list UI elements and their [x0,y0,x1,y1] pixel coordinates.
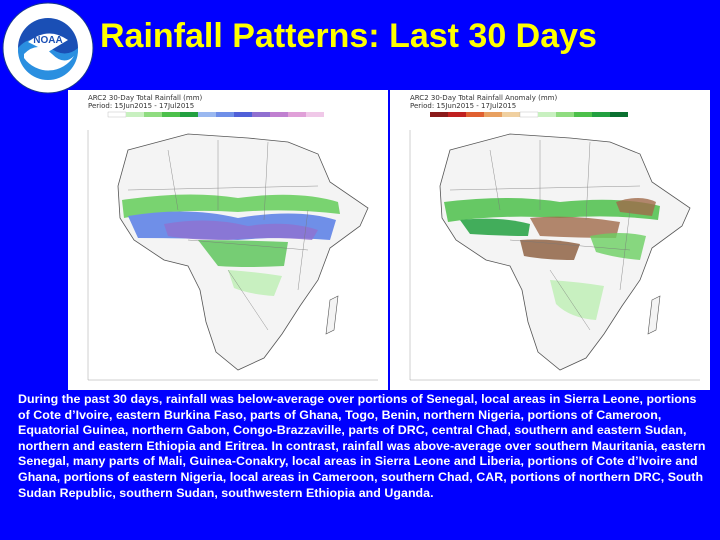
total-legend-bar [107,111,324,118]
anomaly-legend-bar [430,111,628,118]
rainfall-anomaly-map: ARC2 30-Day Total Rainfall Anomaly (mm) … [390,90,710,390]
rainfall-total-graphic [87,111,378,381]
logo-center-text: NOAA [33,35,62,46]
country-borders [127,140,319,331]
map-header: ARC2 30-Day Total Rainfall (mm) [88,94,203,102]
rainfall-anomaly-graphic [409,111,700,381]
summary-text: During the past 30 days, rainfall was be… [18,392,706,500]
page-title: Rainfall Patterns: Last 30 Days [100,17,597,55]
map-period: Period: 15Jun2015 - 17Jul2015 [410,102,517,110]
noaa-logo: NOAA [2,2,94,94]
country-borders [449,140,641,331]
rainfall-total-map: ARC2 30-Day Total Rainfall (mm) Period: … [68,90,388,390]
map-header: ARC2 30-Day Total Rainfall Anomaly (mm) [410,94,558,102]
map-period: Period: 15Jun2015 - 17Jul2015 [88,102,195,110]
